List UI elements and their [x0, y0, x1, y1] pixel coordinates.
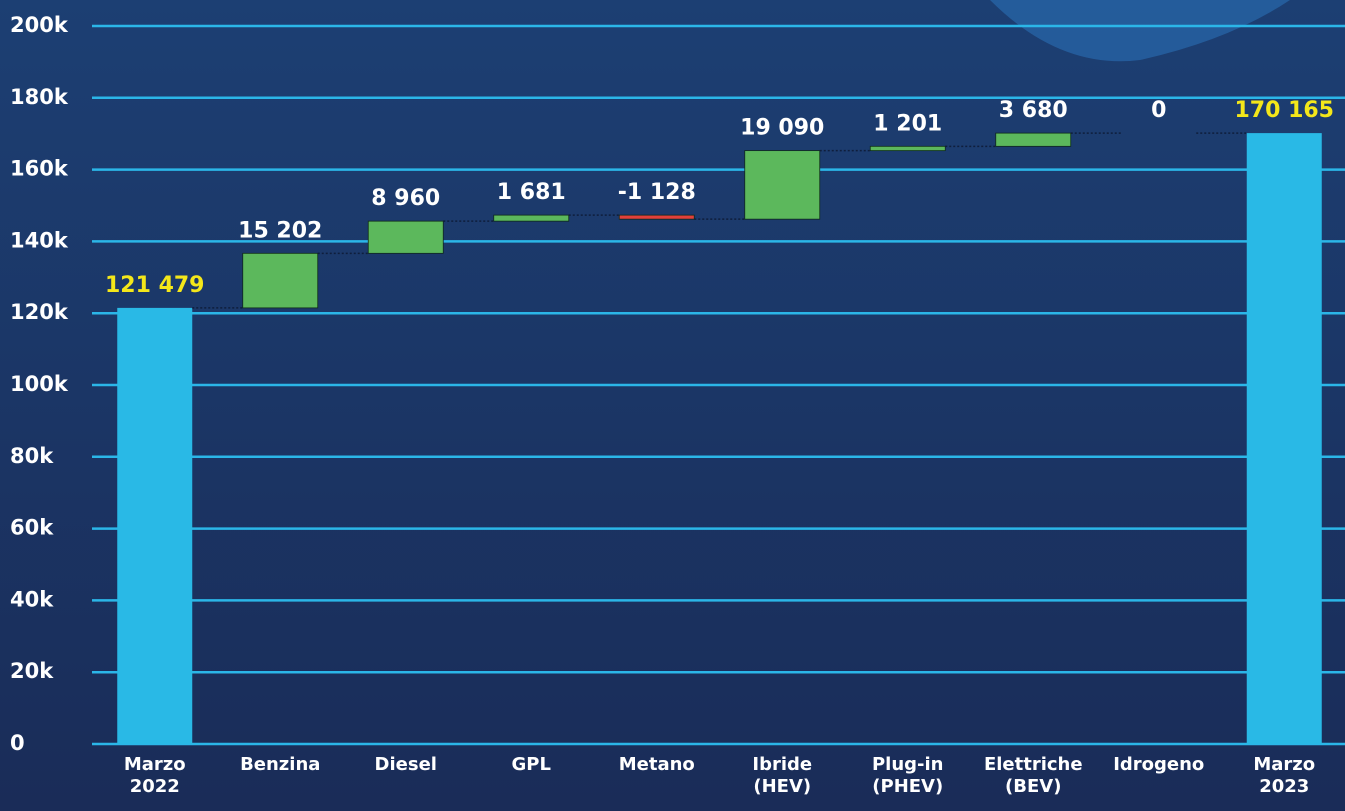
y-tick-label: 60k: [10, 516, 54, 540]
y-tick-label: 80k: [10, 444, 54, 468]
bar: [242, 252, 319, 309]
value-label: -1 128: [618, 180, 696, 205]
logo-decoration: [990, 0, 1290, 62]
y-tick-label: 160k: [10, 157, 69, 181]
x-tick-label: 2023: [1259, 776, 1309, 797]
bar: [493, 214, 570, 222]
x-tick-label: Metano: [619, 754, 695, 775]
x-tick-label: Marzo: [124, 754, 186, 775]
x-tick-label: GPL: [512, 754, 551, 775]
x-tick-label: Plug-in: [872, 754, 944, 775]
y-tick-label: 20k: [10, 659, 54, 683]
value-label: 0: [1151, 98, 1166, 123]
y-tick-label: 0: [10, 731, 25, 755]
value-label: 8 960: [371, 186, 440, 211]
value-label: 1 681: [497, 180, 566, 205]
x-tick-label: (PHEV): [872, 776, 943, 797]
x-tick-label: Diesel: [375, 754, 437, 775]
value-label: 3 680: [999, 98, 1068, 123]
x-tick-label: 2022: [130, 776, 180, 797]
value-label: 121 479: [105, 273, 205, 298]
value-label: 19 090: [740, 116, 824, 141]
value-label: 170 165: [1234, 98, 1334, 123]
value-label: 15 202: [238, 218, 322, 243]
y-tick-label: 140k: [10, 228, 69, 252]
y-tick-label: 200k: [10, 13, 69, 37]
y-tick-label: 120k: [10, 300, 69, 324]
y-tick-label: 40k: [10, 587, 54, 611]
bar: [995, 132, 1072, 147]
x-tick-label: (HEV): [753, 776, 811, 797]
value-label: 1 201: [873, 111, 942, 136]
bar: [744, 150, 821, 220]
x-tick-label: Idrogeno: [1113, 754, 1204, 775]
x-tick-label: Elettriche: [984, 754, 1083, 775]
bar: [1246, 133, 1322, 744]
x-tick-label: (BEV): [1005, 776, 1061, 797]
x-tick-label: Benzina: [240, 754, 320, 775]
bar: [618, 214, 695, 220]
bar: [367, 220, 444, 254]
x-tick-label: Ibride: [752, 754, 812, 775]
y-tick-label: 100k: [10, 372, 69, 396]
x-tick-label: Marzo: [1253, 754, 1315, 775]
y-tick-label: 180k: [10, 85, 69, 109]
bar: [117, 307, 193, 744]
bar: [869, 145, 946, 152]
